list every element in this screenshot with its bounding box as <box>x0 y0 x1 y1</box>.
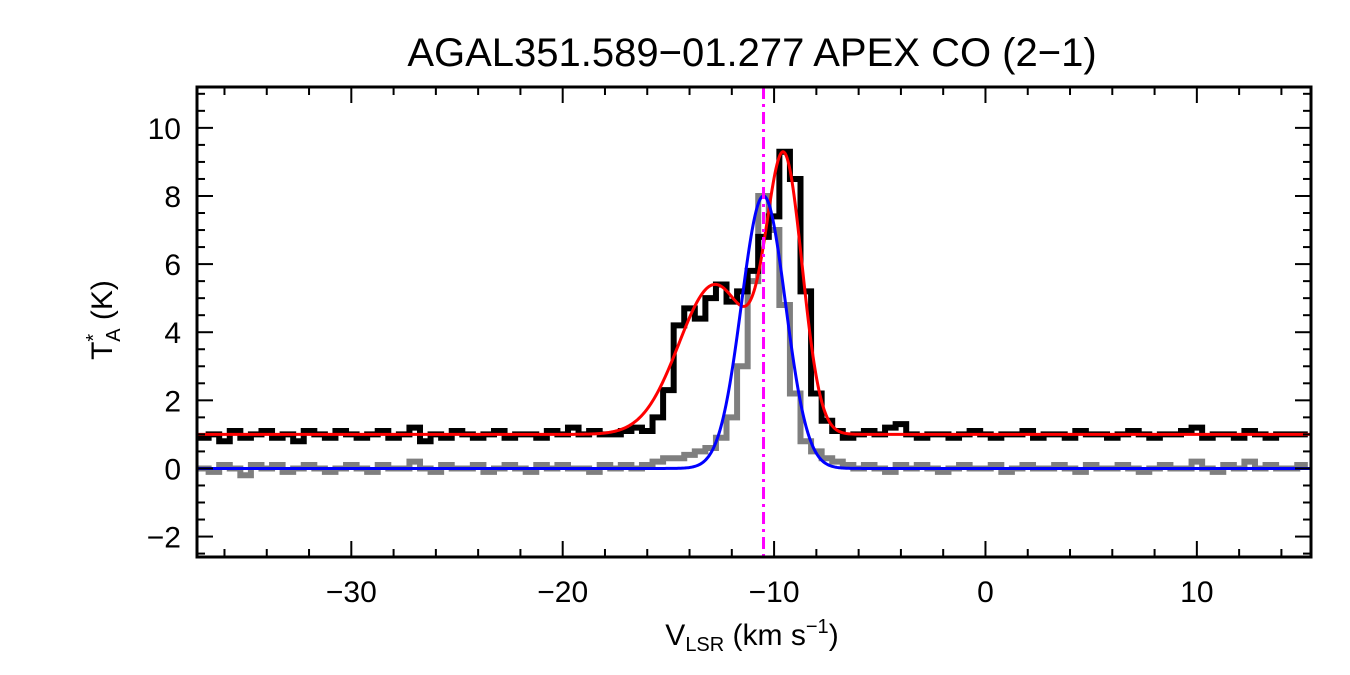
x-tick-label: −20 <box>537 576 588 609</box>
red-fit-curve <box>197 150 1311 436</box>
y-axis-label: T*A (K) <box>83 280 125 360</box>
x-tick-label: 0 <box>977 576 994 609</box>
y-tick-label: 2 <box>164 385 181 418</box>
x-tick-label: −30 <box>326 576 377 609</box>
y-tick-label: −2 <box>147 522 181 555</box>
plot-area <box>197 87 1311 557</box>
plot-frame <box>195 85 1313 559</box>
x-tick-label: 10 <box>1180 576 1213 609</box>
y-tick-label: 6 <box>164 249 181 282</box>
chart-title: AGAL351.589−01.277 APEX CO (2−1) <box>407 31 1096 75</box>
y-tick-label: 8 <box>164 181 181 214</box>
blue-fit-curve <box>197 194 1311 470</box>
y-tick-label: 0 <box>164 453 181 486</box>
y-tick-label: 4 <box>164 317 181 350</box>
x-tick-label: −10 <box>749 576 800 609</box>
x-axis-label: VLSR (km s−1) <box>665 616 838 656</box>
y-tick-label: 10 <box>148 113 181 146</box>
